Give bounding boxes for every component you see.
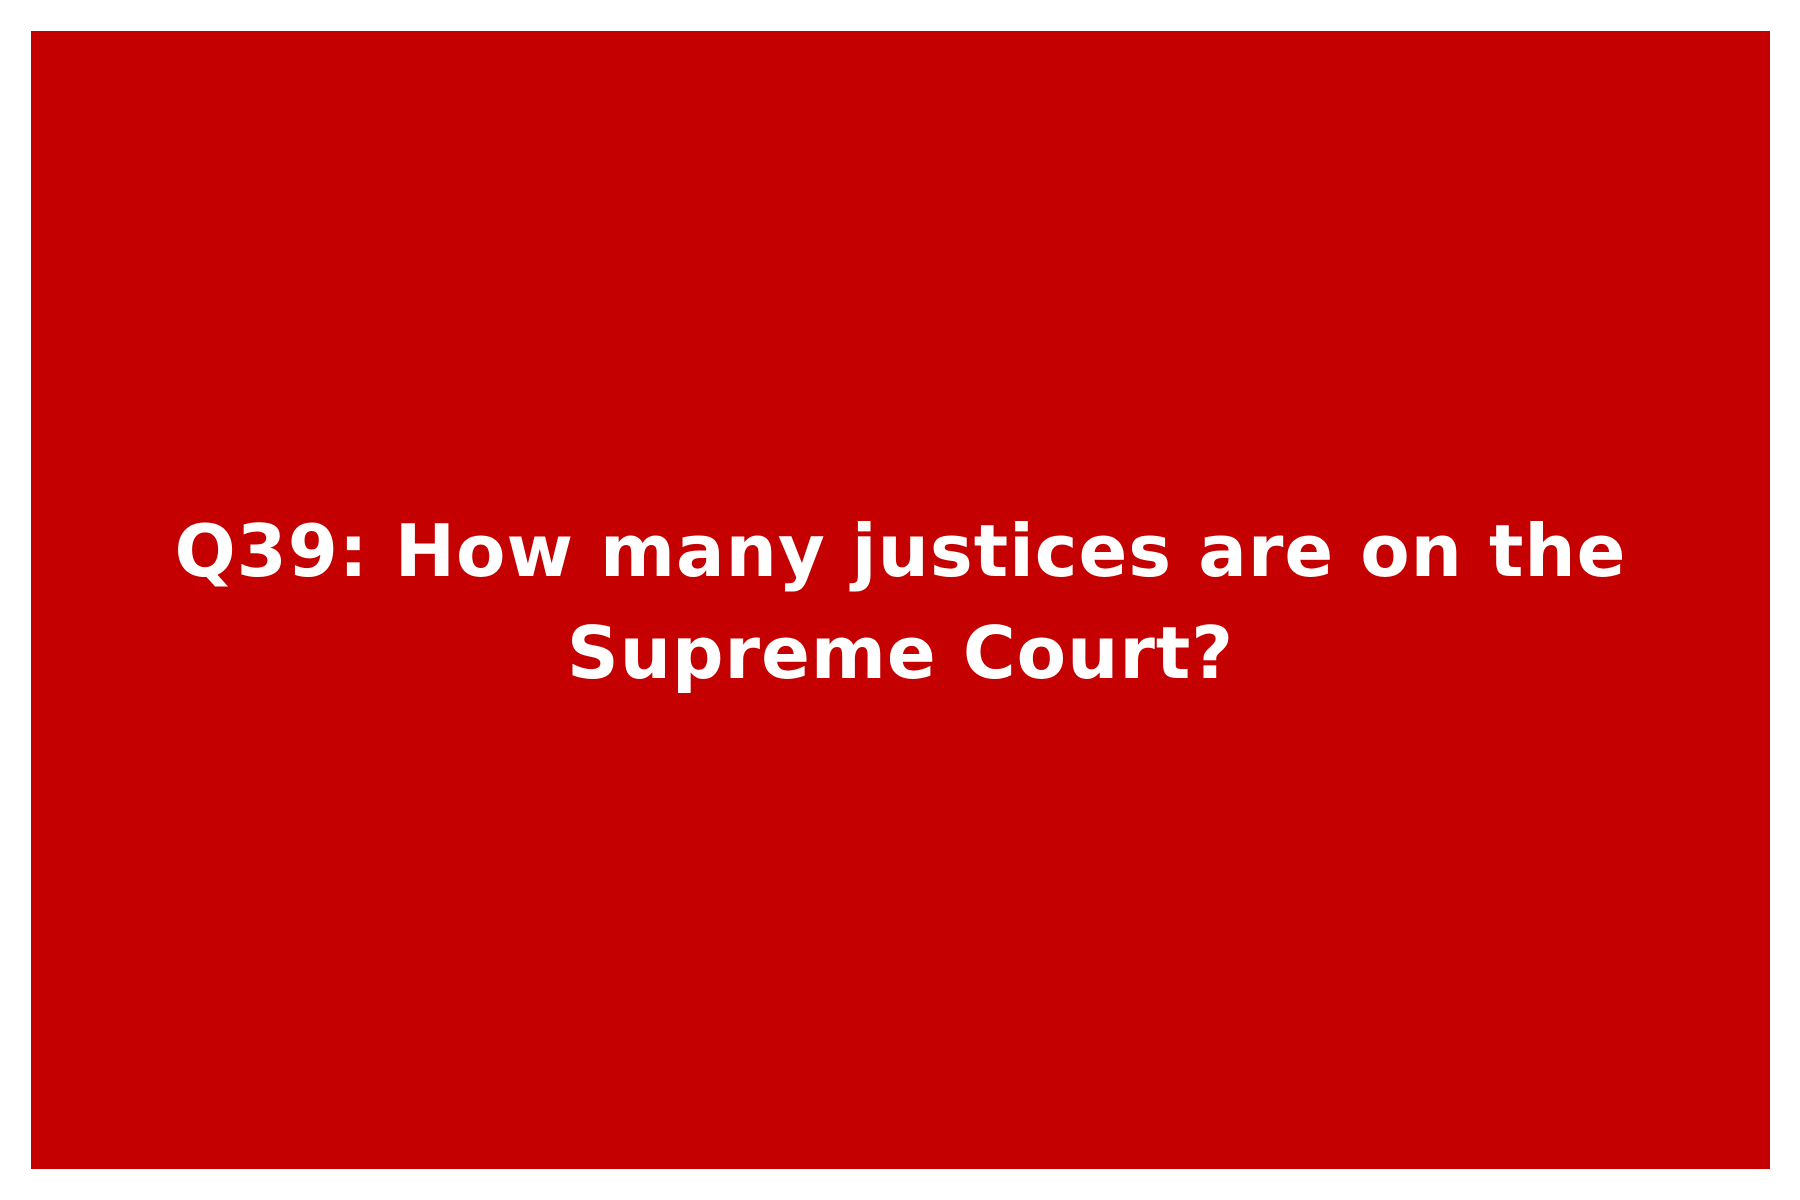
question-card[interactable]: Q39: How many justices are on the Suprem… <box>31 31 1770 1169</box>
question-text: Q39: How many justices are on the Suprem… <box>174 509 1627 695</box>
